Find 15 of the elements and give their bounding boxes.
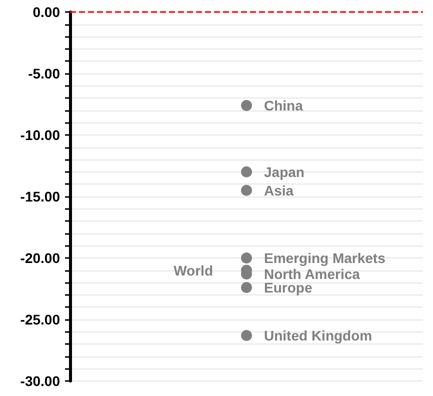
series-label: Emerging Markets	[264, 250, 386, 266]
series-label: North America	[264, 266, 360, 282]
y-tick-label: -10.00	[20, 127, 60, 143]
y-tick-label: 0.00	[32, 4, 60, 20]
y-tick-label: -25.00	[20, 312, 60, 328]
series-label: China	[264, 97, 304, 114]
text: World	[174, 262, 213, 278]
y-tick-label: -5.00	[28, 66, 60, 82]
series-label: Japan	[264, 164, 304, 180]
y-tick-label: -30.00	[20, 373, 60, 389]
series-label: Asia	[264, 182, 294, 198]
series-label: United Kingdom	[264, 327, 372, 344]
series-label: Europe	[264, 280, 312, 296]
y-tick-label: -15.00	[20, 188, 60, 204]
y-tick-label: -20.00	[20, 250, 60, 266]
